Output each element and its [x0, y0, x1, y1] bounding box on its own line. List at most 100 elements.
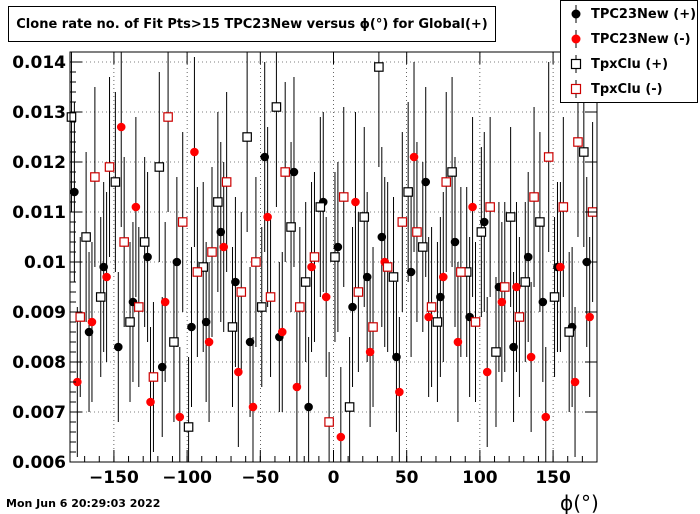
data-point — [526, 352, 536, 362]
legend-item-tpxclu-plus: TpxClu (+) — [561, 52, 697, 76]
chart-title-box: Clone rate no. of Fit Pts>15 TPC23New ve… — [8, 6, 496, 42]
y-tick-label: 0.012 — [12, 153, 66, 173]
data-point — [216, 227, 226, 237]
axes: 0.006 0.007 0.008 0.009 0.01 0.011 0.012 0.013 0… — [12, 51, 598, 488]
data-point — [260, 152, 269, 162]
data-point — [104, 162, 115, 172]
data-point — [251, 257, 261, 267]
data-point — [447, 167, 457, 177]
data-point — [426, 302, 437, 312]
data-point — [348, 302, 357, 312]
data-point — [207, 247, 217, 257]
data-point — [485, 202, 495, 212]
data-point — [84, 327, 94, 337]
y-tick-label: 0.006 — [12, 453, 66, 473]
data-point — [558, 202, 569, 212]
data-point — [134, 302, 144, 312]
data-point — [564, 327, 574, 337]
data-point — [265, 292, 276, 302]
data-point — [479, 217, 489, 227]
data-point — [450, 237, 460, 247]
data-point — [221, 177, 232, 187]
data-point — [441, 177, 452, 187]
data-point — [280, 167, 290, 177]
y-tick-label: 0.014 — [12, 53, 66, 73]
data-point — [362, 272, 372, 282]
y-tick-label: 0.008 — [12, 353, 66, 373]
data-point — [353, 287, 364, 297]
data-point — [432, 317, 443, 327]
data-point — [424, 312, 433, 322]
data-point — [114, 342, 123, 352]
data-point — [198, 262, 209, 272]
data-point — [438, 272, 448, 282]
data-point — [231, 277, 240, 287]
data-point — [245, 337, 255, 347]
legend-open-square-red — [570, 80, 582, 98]
data-point — [87, 317, 97, 327]
data-point — [344, 402, 355, 412]
data-point — [309, 252, 320, 262]
data-point — [374, 62, 384, 72]
data-point — [116, 122, 126, 132]
legend: TPC23New (+) TPC23New (-) TpxClu (+) Tpx… — [560, 0, 698, 103]
legend-open-square-black — [570, 55, 582, 73]
x-tick-label: −50 — [241, 468, 279, 488]
data-point — [95, 292, 106, 302]
data-point — [102, 272, 111, 282]
data-point — [125, 317, 135, 327]
data-point — [289, 167, 299, 177]
data-point — [412, 227, 422, 237]
x-tick-label: 150 — [535, 468, 571, 488]
data-point — [183, 422, 194, 432]
data-point — [227, 322, 238, 332]
data-point — [307, 262, 316, 272]
data-point — [110, 177, 121, 187]
data-point — [201, 317, 211, 327]
data-point — [336, 432, 346, 442]
data-point — [295, 302, 305, 312]
data-point — [292, 382, 302, 392]
data-point — [157, 362, 167, 372]
legend-label: TPC23New (-) — [591, 31, 691, 47]
timestamp: Mon Jun 6 20:29:03 2022 — [6, 497, 161, 510]
data-point — [512, 282, 521, 292]
x-tick-label: 0 — [328, 468, 340, 488]
data-point — [436, 292, 445, 302]
data-markers — [66, 62, 598, 442]
data-point — [304, 402, 313, 412]
y-tick-label: 0.013 — [12, 103, 66, 123]
legend-item-tpc23new-minus: TPC23New (-) — [561, 27, 697, 51]
data-point — [90, 172, 100, 182]
data-point — [377, 232, 387, 242]
data-point — [143, 252, 152, 262]
x-tick-label: −150 — [89, 468, 139, 488]
data-point — [66, 112, 77, 122]
data-point — [236, 287, 247, 297]
data-point — [163, 112, 173, 122]
data-point — [556, 262, 565, 272]
legend-filled-circle-red — [571, 30, 581, 48]
x-tick-label: 50 — [395, 468, 419, 488]
data-point — [541, 412, 551, 422]
x-tick-label: 100 — [462, 468, 498, 488]
data-point — [482, 367, 492, 377]
y-tick-label: 0.011 — [12, 203, 66, 223]
data-point — [365, 347, 375, 357]
x-tick-label: −100 — [162, 468, 212, 488]
data-point — [523, 252, 533, 262]
data-point — [75, 312, 86, 322]
data-point — [520, 277, 531, 287]
data-point — [382, 262, 393, 272]
data-point — [242, 132, 252, 142]
data-point — [421, 177, 431, 187]
data-point — [204, 337, 214, 347]
data-point — [256, 302, 267, 312]
y-tick-label: 0.009 — [12, 303, 66, 323]
legend-item-tpxclu-minus: TpxClu (-) — [561, 77, 697, 101]
data-point — [549, 292, 560, 302]
data-point — [403, 187, 413, 197]
data-point — [154, 162, 165, 172]
data-point — [146, 397, 155, 407]
